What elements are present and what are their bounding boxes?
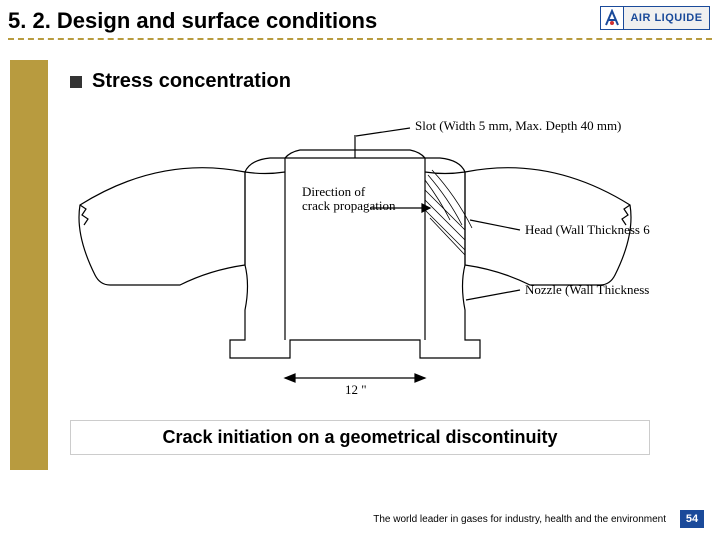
diagram-label-dimension: 12 "	[345, 382, 367, 397]
footer: The world leader in gases for industry, …	[0, 510, 720, 528]
diagram-label-direction-2: crack propagation	[302, 198, 396, 213]
title-underline	[8, 38, 712, 40]
accent-sidebar	[10, 60, 48, 470]
logo-mark-icon	[601, 7, 623, 29]
company-logo: AIR LIQUIDE	[600, 6, 710, 30]
diagram-label-nozzle: Nozzle (Wall Thickness 60 mm)	[525, 282, 650, 297]
logo-text: AIR LIQUIDE	[623, 7, 709, 29]
caption-box: Crack initiation on a geometrical discon…	[70, 420, 650, 455]
diagram-label-direction-1: Direction of	[302, 184, 366, 199]
bullet-square-icon	[70, 76, 82, 88]
caption-text: Crack initiation on a geometrical discon…	[81, 427, 639, 448]
technical-diagram: Slot (Width 5 mm, Max. Depth 40 mm) Dire…	[70, 110, 650, 400]
bullet-label: Stress concentration	[92, 70, 291, 93]
page-number: 54	[680, 510, 704, 528]
diagram-label-head: Head (Wall Thickness 65 mm)	[525, 222, 650, 237]
bullet-item: Stress concentration	[70, 70, 291, 93]
footer-tagline: The world leader in gases for industry, …	[373, 514, 666, 525]
diagram-label-slot: Slot (Width 5 mm, Max. Depth 40 mm)	[415, 118, 621, 133]
